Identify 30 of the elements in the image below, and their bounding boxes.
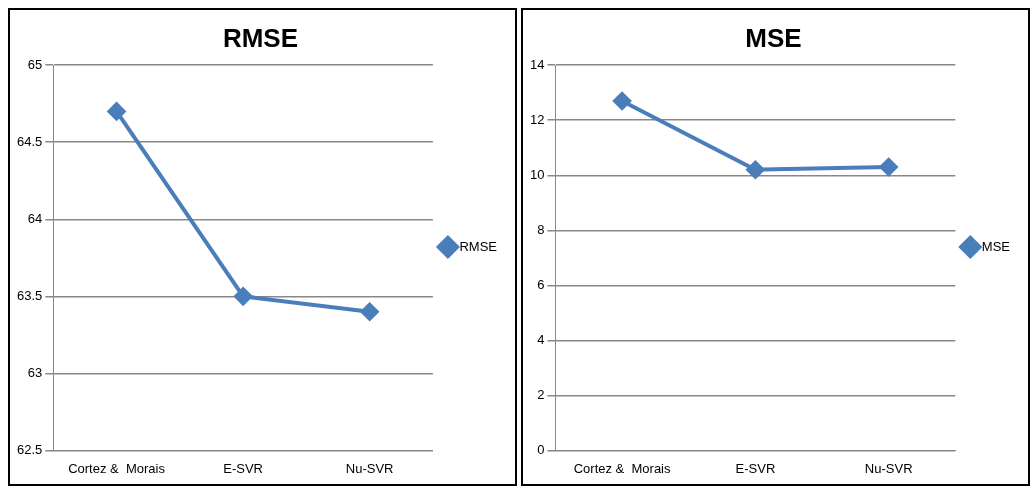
point bbox=[360, 302, 379, 321]
y-tick-label: 4 bbox=[537, 331, 545, 347]
y-tick-label: 63.5 bbox=[16, 287, 43, 303]
x-tick-label: Nu-SVR bbox=[345, 460, 394, 476]
legend-label: MSE bbox=[981, 238, 1011, 254]
x-tick-label: E-SVR bbox=[223, 460, 263, 476]
legend-label: RMSE bbox=[459, 238, 498, 254]
point bbox=[107, 102, 126, 121]
y-tick-label: 65 bbox=[27, 56, 43, 72]
y-tick-label: 14 bbox=[529, 56, 545, 72]
x-tick-label: Nu-SVR bbox=[864, 460, 913, 476]
chart-title: MSE bbox=[745, 22, 802, 53]
y-tick-label: 64 bbox=[27, 210, 43, 226]
x-tick-label: Cortez & Morais bbox=[573, 460, 671, 476]
y-tick-label: 0 bbox=[537, 441, 545, 457]
y-tick-label: 63 bbox=[27, 364, 43, 380]
point bbox=[879, 158, 898, 176]
y-tick-label: 8 bbox=[537, 221, 545, 237]
y-tick-label: 64.5 bbox=[16, 133, 43, 149]
y-tick-label: 2 bbox=[537, 386, 545, 402]
y-tick-label: 6 bbox=[537, 276, 545, 292]
x-tick-label: E-SVR bbox=[735, 460, 776, 476]
x-tick-label: Cortez & Morais bbox=[68, 460, 166, 476]
point bbox=[746, 160, 765, 179]
point bbox=[234, 287, 253, 306]
y-tick-label: 12 bbox=[529, 111, 545, 127]
y-tick-label: 62.5 bbox=[16, 441, 43, 457]
y-tick-label: 10 bbox=[529, 166, 545, 182]
chart-title: RMSE bbox=[222, 22, 299, 53]
point bbox=[613, 91, 632, 110]
